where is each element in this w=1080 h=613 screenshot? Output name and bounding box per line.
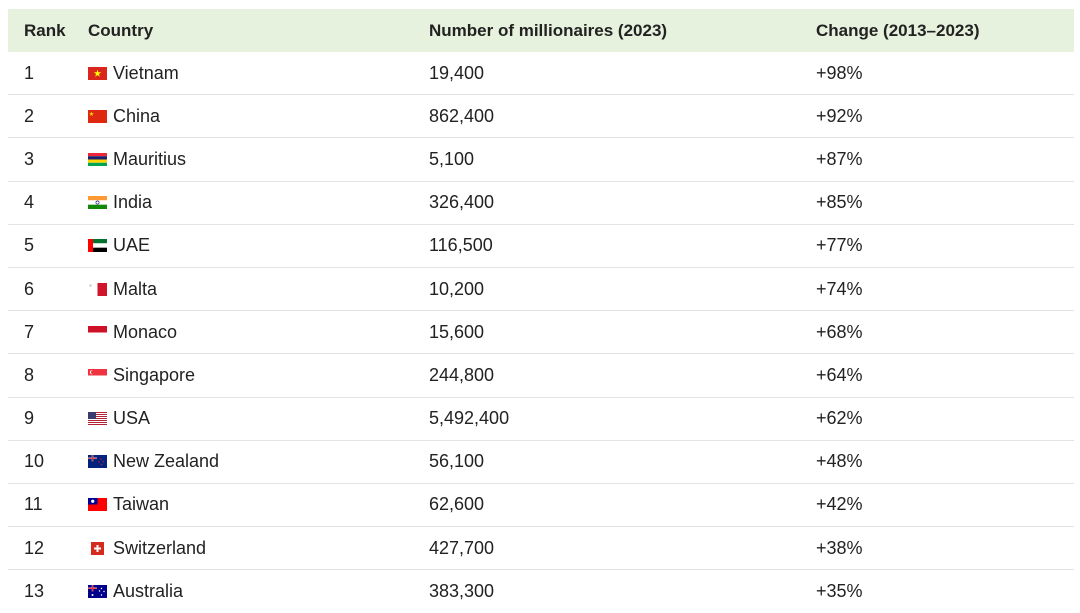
country-cell: Monaco bbox=[88, 322, 429, 343]
monaco-flag-icon bbox=[88, 325, 107, 339]
country-cell: Singapore bbox=[88, 365, 429, 386]
millionaires-cell: 427,700 bbox=[429, 537, 495, 558]
rank-cell: 11 bbox=[24, 494, 43, 515]
country-cell: India bbox=[88, 192, 429, 213]
taiwan-flag-icon bbox=[88, 498, 107, 512]
millionaires-cell: 15,600 bbox=[429, 321, 485, 342]
header-country: Country bbox=[88, 20, 154, 40]
millionaires-cell: 862,400 bbox=[429, 105, 495, 126]
table-header-row: Rank Country Number of millionaires (202… bbox=[8, 9, 1074, 52]
country-cell: Vietnam bbox=[88, 63, 429, 84]
table-row: 4 India 326,400 +85% bbox=[8, 182, 1074, 225]
header-rank: Rank bbox=[24, 20, 66, 40]
india-flag-icon bbox=[88, 196, 107, 210]
country-name: India bbox=[113, 192, 153, 213]
rank-cell: 9 bbox=[24, 408, 35, 429]
country-cell: New Zealand bbox=[88, 451, 429, 472]
malta-flag-icon bbox=[88, 282, 107, 296]
country-cell: UAE bbox=[88, 235, 429, 256]
country-cell: Mauritius bbox=[88, 149, 429, 170]
new-zealand-flag-icon bbox=[88, 455, 107, 469]
country-name: New Zealand bbox=[113, 451, 220, 472]
country-name: USA bbox=[113, 408, 151, 429]
rank-cell: 13 bbox=[24, 581, 45, 602]
header-millionaires: Number of millionaires (2023) bbox=[429, 20, 668, 40]
country-cell: Malta bbox=[88, 279, 429, 300]
change-cell: +62% bbox=[816, 408, 863, 429]
change-cell: +77% bbox=[816, 235, 863, 256]
rank-cell: 5 bbox=[24, 235, 35, 256]
table-row: 3 Mauritius 5,100 +87% bbox=[8, 138, 1074, 182]
country-cell: Taiwan bbox=[88, 494, 429, 515]
table-row: 11 Taiwan 62,600 +42% bbox=[8, 484, 1074, 528]
header-change: Change (2013–2023) bbox=[816, 20, 980, 40]
rank-cell: 1 bbox=[24, 62, 35, 83]
australia-flag-icon bbox=[88, 585, 107, 599]
country-name: Switzerland bbox=[113, 537, 207, 558]
country-cell: Switzerland bbox=[88, 538, 429, 559]
country-name: China bbox=[113, 105, 161, 126]
millionaires-cell: 326,400 bbox=[429, 192, 495, 213]
country-name: Taiwan bbox=[113, 494, 170, 515]
usa-flag-icon bbox=[88, 412, 107, 426]
millionaires-cell: 244,800 bbox=[429, 364, 495, 385]
country-name: UAE bbox=[113, 235, 151, 256]
switzerland-flag-icon bbox=[88, 541, 107, 555]
rank-cell: 7 bbox=[24, 321, 35, 342]
singapore-flag-icon bbox=[88, 368, 107, 382]
country-name: Australia bbox=[113, 581, 184, 602]
millionaires-cell: 56,100 bbox=[429, 451, 485, 472]
rank-cell: 10 bbox=[24, 451, 45, 472]
table-row: 7 Monaco 15,600 +68% bbox=[8, 311, 1074, 355]
table-row: 10 New Zealand 56,100 +48% bbox=[8, 441, 1074, 484]
table-row: 5 UAE 116,500 +77% bbox=[8, 225, 1074, 268]
change-cell: +68% bbox=[816, 321, 863, 342]
change-cell: +85% bbox=[816, 192, 863, 213]
table-row: 13 Australia 383,300 +35% bbox=[8, 570, 1074, 613]
china-flag-icon bbox=[88, 109, 107, 123]
mauritius-flag-icon bbox=[88, 152, 107, 166]
change-cell: +87% bbox=[816, 148, 863, 169]
table-row: 9 USA 5,492,400 +62% bbox=[8, 398, 1074, 441]
uae-flag-icon bbox=[88, 239, 107, 253]
rank-cell: 2 bbox=[24, 105, 35, 126]
country-name: Singapore bbox=[113, 364, 196, 385]
table-row: 12 Switzerland 427,700 +38% bbox=[8, 527, 1074, 571]
country-name: Malta bbox=[113, 278, 158, 299]
country-cell: Australia bbox=[88, 581, 429, 602]
change-cell: +38% bbox=[816, 537, 863, 558]
change-cell: +42% bbox=[816, 494, 863, 515]
rank-cell: 8 bbox=[24, 364, 35, 385]
millionaire-growth-table: Rank Country Number of millionaires (202… bbox=[8, 9, 1074, 613]
rank-cell: 3 bbox=[24, 148, 35, 169]
change-cell: +74% bbox=[816, 278, 863, 299]
country-name: Vietnam bbox=[113, 62, 179, 83]
change-cell: +64% bbox=[816, 364, 863, 385]
change-cell: +92% bbox=[816, 105, 863, 126]
millionaires-cell: 19,400 bbox=[429, 62, 485, 83]
millionaires-cell: 5,100 bbox=[429, 148, 475, 169]
country-cell: USA bbox=[88, 408, 429, 429]
table-row: 6 Malta 10,200 +74% bbox=[8, 268, 1074, 312]
country-name: Monaco bbox=[113, 321, 178, 342]
rank-cell: 12 bbox=[24, 537, 45, 558]
vietnam-flag-icon bbox=[88, 66, 107, 80]
country-cell: China bbox=[88, 106, 429, 127]
millionaires-cell: 10,200 bbox=[429, 278, 485, 299]
table-row: 8 Singapore 244,800 +64% bbox=[8, 354, 1074, 398]
millionaires-cell: 5,492,400 bbox=[429, 408, 510, 429]
table-row: 1 Vietnam 19,400 +98% bbox=[8, 52, 1074, 96]
millionaires-cell: 383,300 bbox=[429, 581, 495, 602]
rank-cell: 4 bbox=[24, 192, 35, 213]
change-cell: +98% bbox=[816, 62, 863, 83]
change-cell: +35% bbox=[816, 581, 863, 602]
change-cell: +48% bbox=[816, 451, 863, 472]
millionaires-cell: 62,600 bbox=[429, 494, 485, 515]
country-name: Mauritius bbox=[113, 148, 187, 169]
rank-cell: 6 bbox=[24, 278, 35, 299]
millionaires-cell: 116,500 bbox=[429, 235, 493, 256]
table-row: 2 China 862,400 +92% bbox=[8, 95, 1074, 139]
